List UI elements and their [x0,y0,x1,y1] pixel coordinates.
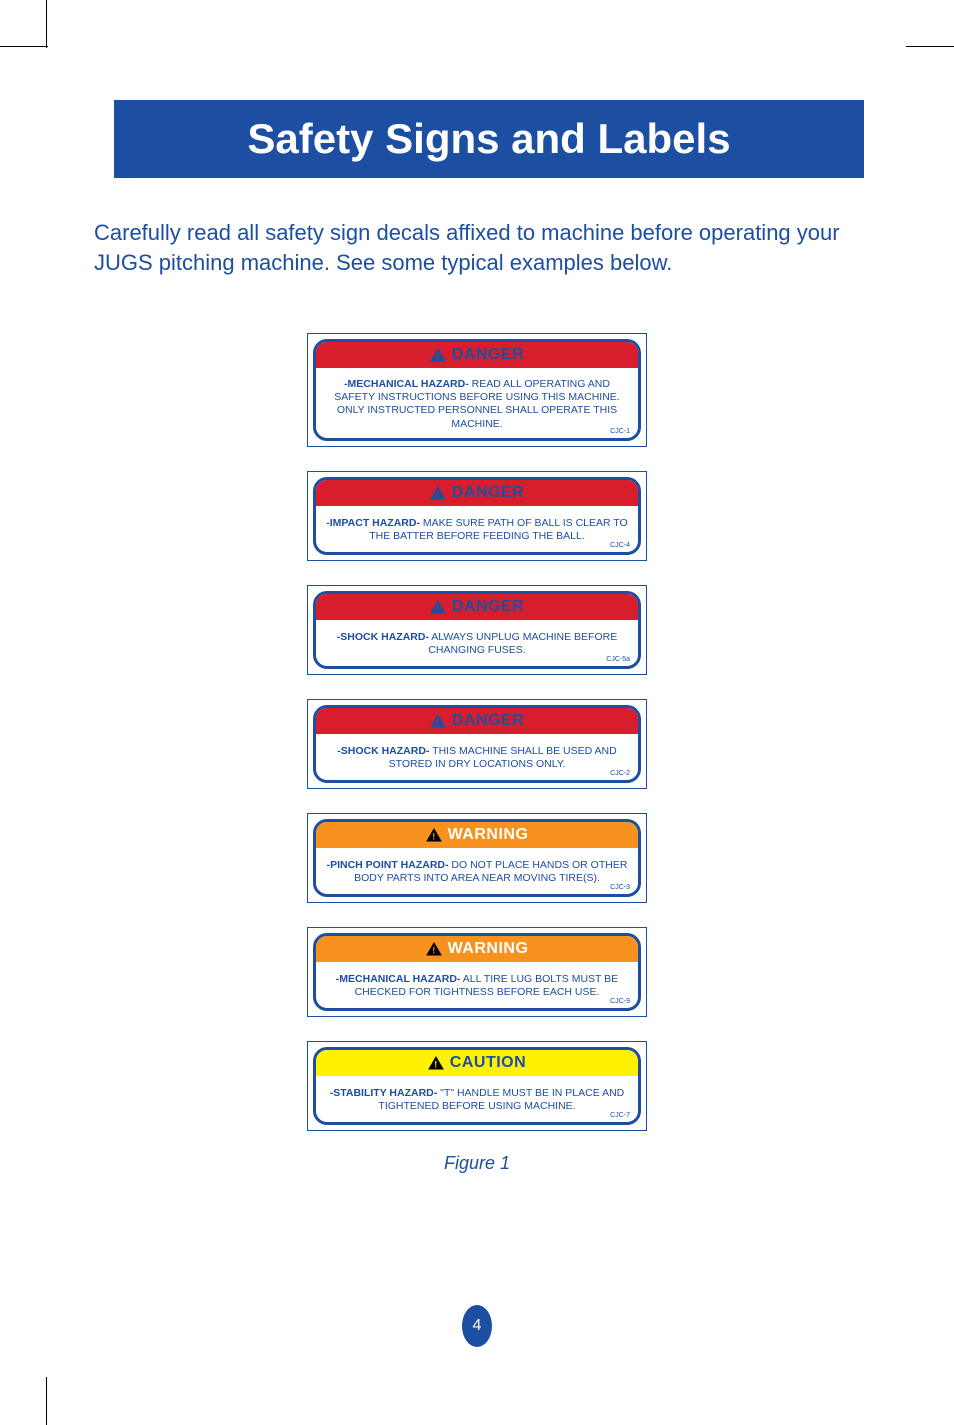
safety-sign: ! WARNING -PINCH POINT HAZARD- DO NOT PLA… [307,813,647,903]
safety-sign-inner: ! DANGER -SHOCK HAZARD- ALWAYS UNPLUG MAC… [313,591,641,669]
sign-header: ! DANGER [316,480,638,506]
sign-body: -PINCH POINT HAZARD- DO NOT PLACE HANDS … [316,848,638,894]
sign-code: CJC-4 [610,542,630,551]
hazard-text: ALWAYS UNPLUG MACHINE BEFORE CHANGING FU… [428,631,617,656]
hazard-title: -STABILITY HAZARD- [330,1087,438,1099]
hazard-title: -SHOCK HAZARD- [337,631,429,643]
sign-body: -SHOCK HAZARD- ALWAYS UNPLUG MACHINE BEF… [316,620,638,666]
sign-body-text: -MECHANICAL HAZARD- READ ALL OPERATING A… [326,378,628,431]
figure-label: Figure 1 [90,1153,864,1174]
sign-header-text: DANGER [452,484,524,502]
alert-triangle-icon: ! [426,942,442,956]
sign-code: CJC-9 [610,998,630,1007]
alert-triangle-icon: ! [430,600,446,614]
sign-header-text: DANGER [452,712,524,730]
sign-header-text: CAUTION [450,1054,526,1072]
sign-header-text: DANGER [452,598,524,616]
hazard-title: -IMPACT HAZARD- [326,517,420,529]
safety-sign: ! CAUTION -STABILITY HAZARD- "T" HANDLE M… [307,1041,647,1131]
sign-body: -IMPACT HAZARD- MAKE SURE PATH OF BALL I… [316,506,638,552]
signs-container: ! DANGER -MECHANICAL HAZARD- READ ALL OPE… [90,333,864,1131]
alert-triangle-icon: ! [426,828,442,842]
sign-body-text: -SHOCK HAZARD- THIS MACHINE SHALL BE USE… [326,745,628,771]
safety-sign-inner: ! DANGER -IMPACT HAZARD- MAKE SURE PATH O… [313,477,641,555]
safety-sign: ! DANGER -SHOCK HAZARD- THIS MACHINE SHAL… [307,699,647,789]
sign-header: ! DANGER [316,708,638,734]
sign-body-text: -IMPACT HAZARD- MAKE SURE PATH OF BALL I… [326,517,628,543]
svg-text:!: ! [432,946,436,956]
sign-body: -STABILITY HAZARD- "T" HANDLE MUST BE IN… [316,1076,638,1122]
safety-sign: ! DANGER -MECHANICAL HAZARD- READ ALL OPE… [307,333,647,447]
safety-sign: ! DANGER -SHOCK HAZARD- ALWAYS UNPLUG MAC… [307,585,647,675]
sign-header: ! DANGER [316,342,638,368]
sign-code: CJC-1 [610,428,630,437]
svg-text:!: ! [436,490,440,500]
sign-header-text: WARNING [448,826,529,844]
sign-body-text: -PINCH POINT HAZARD- DO NOT PLACE HANDS … [326,859,628,885]
intro-text: Carefully read all safety sign decals af… [90,218,864,277]
title-bar: Safety Signs and Labels [90,100,864,178]
sign-header-text: WARNING [448,940,529,958]
safety-sign-inner: ! WARNING -MECHANICAL HAZARD- ALL TIRE LU… [313,933,641,1011]
svg-text:!: ! [436,604,440,614]
hazard-title: -SHOCK HAZARD- [337,745,429,757]
document-page: Safety Signs and Labels Carefully read a… [0,0,954,1425]
safety-sign-inner: ! WARNING -PINCH POINT HAZARD- DO NOT PLA… [313,819,641,897]
sign-header: ! WARNING [316,936,638,962]
alert-triangle-icon: ! [430,348,446,362]
sign-header: ! DANGER [316,594,638,620]
alert-triangle-icon: ! [428,1056,444,1070]
page-number-badge: 4 [462,1305,492,1347]
sign-code: CJC-3 [610,884,630,893]
safety-sign: ! DANGER -IMPACT HAZARD- MAKE SURE PATH O… [307,471,647,561]
sign-body: -SHOCK HAZARD- THIS MACHINE SHALL BE USE… [316,734,638,780]
sign-header: ! CAUTION [316,1050,638,1076]
alert-triangle-icon: ! [430,486,446,500]
hazard-title: -PINCH POINT HAZARD- [327,859,449,871]
page-number: 4 [473,1317,482,1335]
svg-text:!: ! [436,718,440,728]
sign-body: -MECHANICAL HAZARD- ALL TIRE LUG BOLTS M… [316,962,638,1008]
alert-triangle-icon: ! [430,714,446,728]
safety-sign-inner: ! CAUTION -STABILITY HAZARD- "T" HANDLE M… [313,1047,641,1125]
svg-text:!: ! [432,832,436,842]
sign-code: CJC-7 [610,1112,630,1121]
sign-code: CJC-5a [606,656,630,665]
svg-text:!: ! [436,352,440,362]
sign-header: ! WARNING [316,822,638,848]
page-title: Safety Signs and Labels [247,115,730,163]
sign-body: -MECHANICAL HAZARD- READ ALL OPERATING A… [316,368,638,438]
sign-header-text: DANGER [452,346,524,364]
sign-body-text: -SHOCK HAZARD- ALWAYS UNPLUG MACHINE BEF… [326,631,628,657]
safety-sign-inner: ! DANGER -SHOCK HAZARD- THIS MACHINE SHAL… [313,705,641,783]
svg-text:!: ! [434,1060,438,1070]
sign-body-text: -STABILITY HAZARD- "T" HANDLE MUST BE IN… [326,1087,628,1113]
hazard-title: -MECHANICAL HAZARD- [336,973,461,985]
hazard-title: -MECHANICAL HAZARD- [344,378,469,390]
sign-code: CJC-2 [610,770,630,779]
sign-body-text: -MECHANICAL HAZARD- ALL TIRE LUG BOLTS M… [326,973,628,999]
safety-sign: ! WARNING -MECHANICAL HAZARD- ALL TIRE LU… [307,927,647,1017]
safety-sign-inner: ! DANGER -MECHANICAL HAZARD- READ ALL OPE… [313,339,641,441]
